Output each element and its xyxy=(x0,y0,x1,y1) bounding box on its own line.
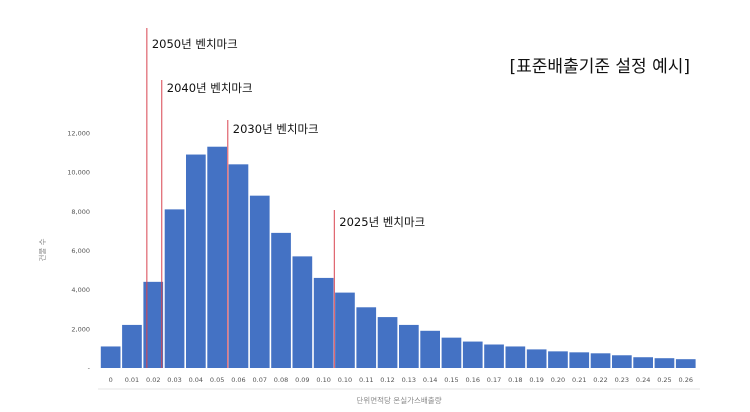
bar-23 xyxy=(590,353,611,368)
x-axis-title: 단위면적당 온실가스배출량 xyxy=(356,395,441,405)
bar-2 xyxy=(143,281,164,368)
bar-8 xyxy=(271,232,291,368)
x-tick-label: 0.16 xyxy=(466,376,480,384)
benchmark-label-1: 2040년 벤치마크 xyxy=(167,81,253,95)
bar-3 xyxy=(164,209,185,368)
x-tick-label: 0.24 xyxy=(636,376,650,384)
x-tick-label: 0.25 xyxy=(657,376,671,384)
y-tick-label: - xyxy=(88,365,91,373)
y-axis-ticks: - 2,000 4,000 6,000 8,000 10,000 12,000 xyxy=(67,130,90,373)
x-tick-label: 0.11 xyxy=(359,376,373,384)
bar-19 xyxy=(505,346,526,368)
x-axis-ticks: 0 0.01 0.02 0.03 0.04 0.05 0.06 0.07 0.08 0.09 0.1… xyxy=(109,376,693,384)
x-tick-label: 0.03 xyxy=(167,376,181,384)
bar-20 xyxy=(526,349,547,368)
chart-title: [표준배출기준 설정 예시] xyxy=(510,57,690,77)
x-tick-label: 0.17 xyxy=(487,376,501,384)
bar-16 xyxy=(441,337,462,368)
bar-17 xyxy=(462,341,483,368)
x-tick-label: 0 xyxy=(109,376,113,384)
x-tick-label: 0.05 xyxy=(210,376,224,384)
x-tick-label: 0.20 xyxy=(551,376,565,384)
bar-0 xyxy=(100,346,121,368)
y-tick-label: 12,000 xyxy=(67,130,90,138)
x-tick-label: 0.26 xyxy=(679,376,693,384)
bar-10 xyxy=(313,277,334,368)
bar-1 xyxy=(122,324,142,368)
x-tick-label: 0.01 xyxy=(125,376,139,384)
y-axis-title: 건물 수 xyxy=(37,238,47,261)
benchmark-label-2: 2030년 벤치마크 xyxy=(233,122,319,136)
x-tick-label: 0.22 xyxy=(593,376,607,384)
bar-18 xyxy=(484,344,504,368)
x-tick-label: 0.15 xyxy=(444,376,458,384)
x-tick-label: 0.23 xyxy=(615,376,629,384)
bar-25 xyxy=(633,357,653,368)
bar-22 xyxy=(569,352,590,368)
bar-5 xyxy=(207,146,227,368)
y-tick-label: 8,000 xyxy=(71,208,90,216)
bar-6 xyxy=(228,164,249,368)
y-tick-label: 2,000 xyxy=(71,325,90,333)
bar-14 xyxy=(399,324,419,368)
bar-21 xyxy=(548,351,568,368)
y-tick-label: 10,000 xyxy=(67,169,90,177)
y-tick-label: 6,000 xyxy=(71,247,90,255)
x-tick-label: 0.09 xyxy=(295,376,309,384)
bar-13 xyxy=(377,317,398,368)
bar-26 xyxy=(654,358,675,368)
y-tick-label: 4,000 xyxy=(71,286,90,294)
bar-11 xyxy=(335,292,355,368)
x-tick-label: 0.04 xyxy=(189,376,203,384)
x-tick-label: 0.08 xyxy=(274,376,288,384)
x-tick-label: 0.18 xyxy=(508,376,522,384)
benchmark-annotations: 2050년 벤치마크 2040년 벤치마크 2030년 벤치마크 2025년 벤치마크 xyxy=(146,28,425,368)
x-tick-label: 0.10 xyxy=(338,376,352,384)
benchmark-label-3: 2025년 벤치마크 xyxy=(339,215,425,229)
bar-7 xyxy=(249,195,270,368)
x-tick-label: 0.02 xyxy=(146,376,160,384)
x-tick-label: 0.19 xyxy=(529,376,543,384)
x-tick-label: 0.06 xyxy=(231,376,245,384)
bar-27 xyxy=(675,359,696,368)
x-tick-label: 0.10 xyxy=(316,376,330,384)
bar-9 xyxy=(292,256,313,368)
bars-group xyxy=(100,146,696,368)
x-tick-label: 0.14 xyxy=(423,376,437,384)
x-tick-label: 0.13 xyxy=(402,376,416,384)
x-tick-label: 0.12 xyxy=(380,376,394,384)
x-tick-label: 0.21 xyxy=(572,376,586,384)
bar-12 xyxy=(356,307,377,368)
bar-4 xyxy=(186,154,206,368)
x-tick-label: 0.07 xyxy=(253,376,267,384)
bar-15 xyxy=(420,330,440,368)
bar-24 xyxy=(612,355,632,368)
benchmark-label-0: 2050년 벤치마크 xyxy=(152,37,238,51)
